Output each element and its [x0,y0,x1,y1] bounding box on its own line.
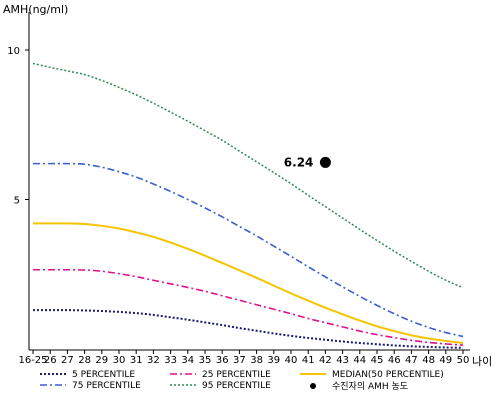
y-tick-label: 10 [7,46,20,57]
legend-label-1: 25 PERCENTILE [202,370,271,380]
series-lines [32,62,464,349]
legend: 5 PERCENTILE 25 PERCENTILE MEDIAN(50 PERCE… [40,370,444,392]
x-tick-label: 50 [457,355,470,366]
x-tick-label: 26 [44,355,57,366]
x-tick-label: 28 [78,355,91,366]
series-line-2 [32,222,464,345]
legend-label-3: 75 PERCENTILE [72,381,141,391]
x-tick-label: 39 [267,355,280,366]
series-line-0 [33,309,464,349]
x-tick-label: 40 [285,355,298,366]
series-line-3 [33,162,464,338]
x-tick-label: 44 [353,355,366,366]
x-tick-label: 43 [336,355,349,366]
x-tick-label: 45 [371,355,384,366]
marker-group: 6.24 [284,155,331,169]
x-tick-label: 47 [405,355,418,366]
x-tick-label: 27 [61,355,74,366]
x-tick-label: 16-25 [18,355,47,366]
x-axis-label: 나이 [472,355,492,368]
x-tick-label: 49 [439,355,452,366]
y-tick-label: 5 [14,196,20,207]
x-tick-label: 37 [233,355,246,366]
x-tick-label: 35 [199,355,212,366]
legend-label-4: 95 PERCENTILE [202,381,271,391]
marker-point [319,156,331,168]
marker-label: 6.24 [284,155,314,169]
series-line-4 [32,62,464,289]
x-tick-label: 32 [147,355,160,366]
x-tick-label: 34 [181,355,194,366]
x-tick-label: 31 [130,355,143,366]
legend-label-0: 5 PERCENTILE [72,370,135,380]
legend-label-2: MEDIAN(50 PERCENTILE) [332,370,444,380]
series-line-1 [33,268,464,346]
x-tick-label: 29 [95,355,108,366]
legend-marker-label: 수진자의 AMH 농도 [332,381,408,392]
y-ticks: 5 10 [7,46,29,207]
x-tick-label: 36 [216,355,229,366]
x-tick-label: 46 [388,355,401,366]
y-axis-label: AMH(ng/ml) [3,3,68,16]
axes [28,12,470,351]
x-tick-label: 48 [422,355,435,366]
x-tick-label: 33 [164,355,177,366]
x-tick-label: 41 [302,355,315,366]
legend-marker-swatch [310,383,316,389]
x-tick-label: 42 [319,355,332,366]
x-tick-label: 30 [113,355,126,366]
x-tick-label: 38 [250,355,263,366]
